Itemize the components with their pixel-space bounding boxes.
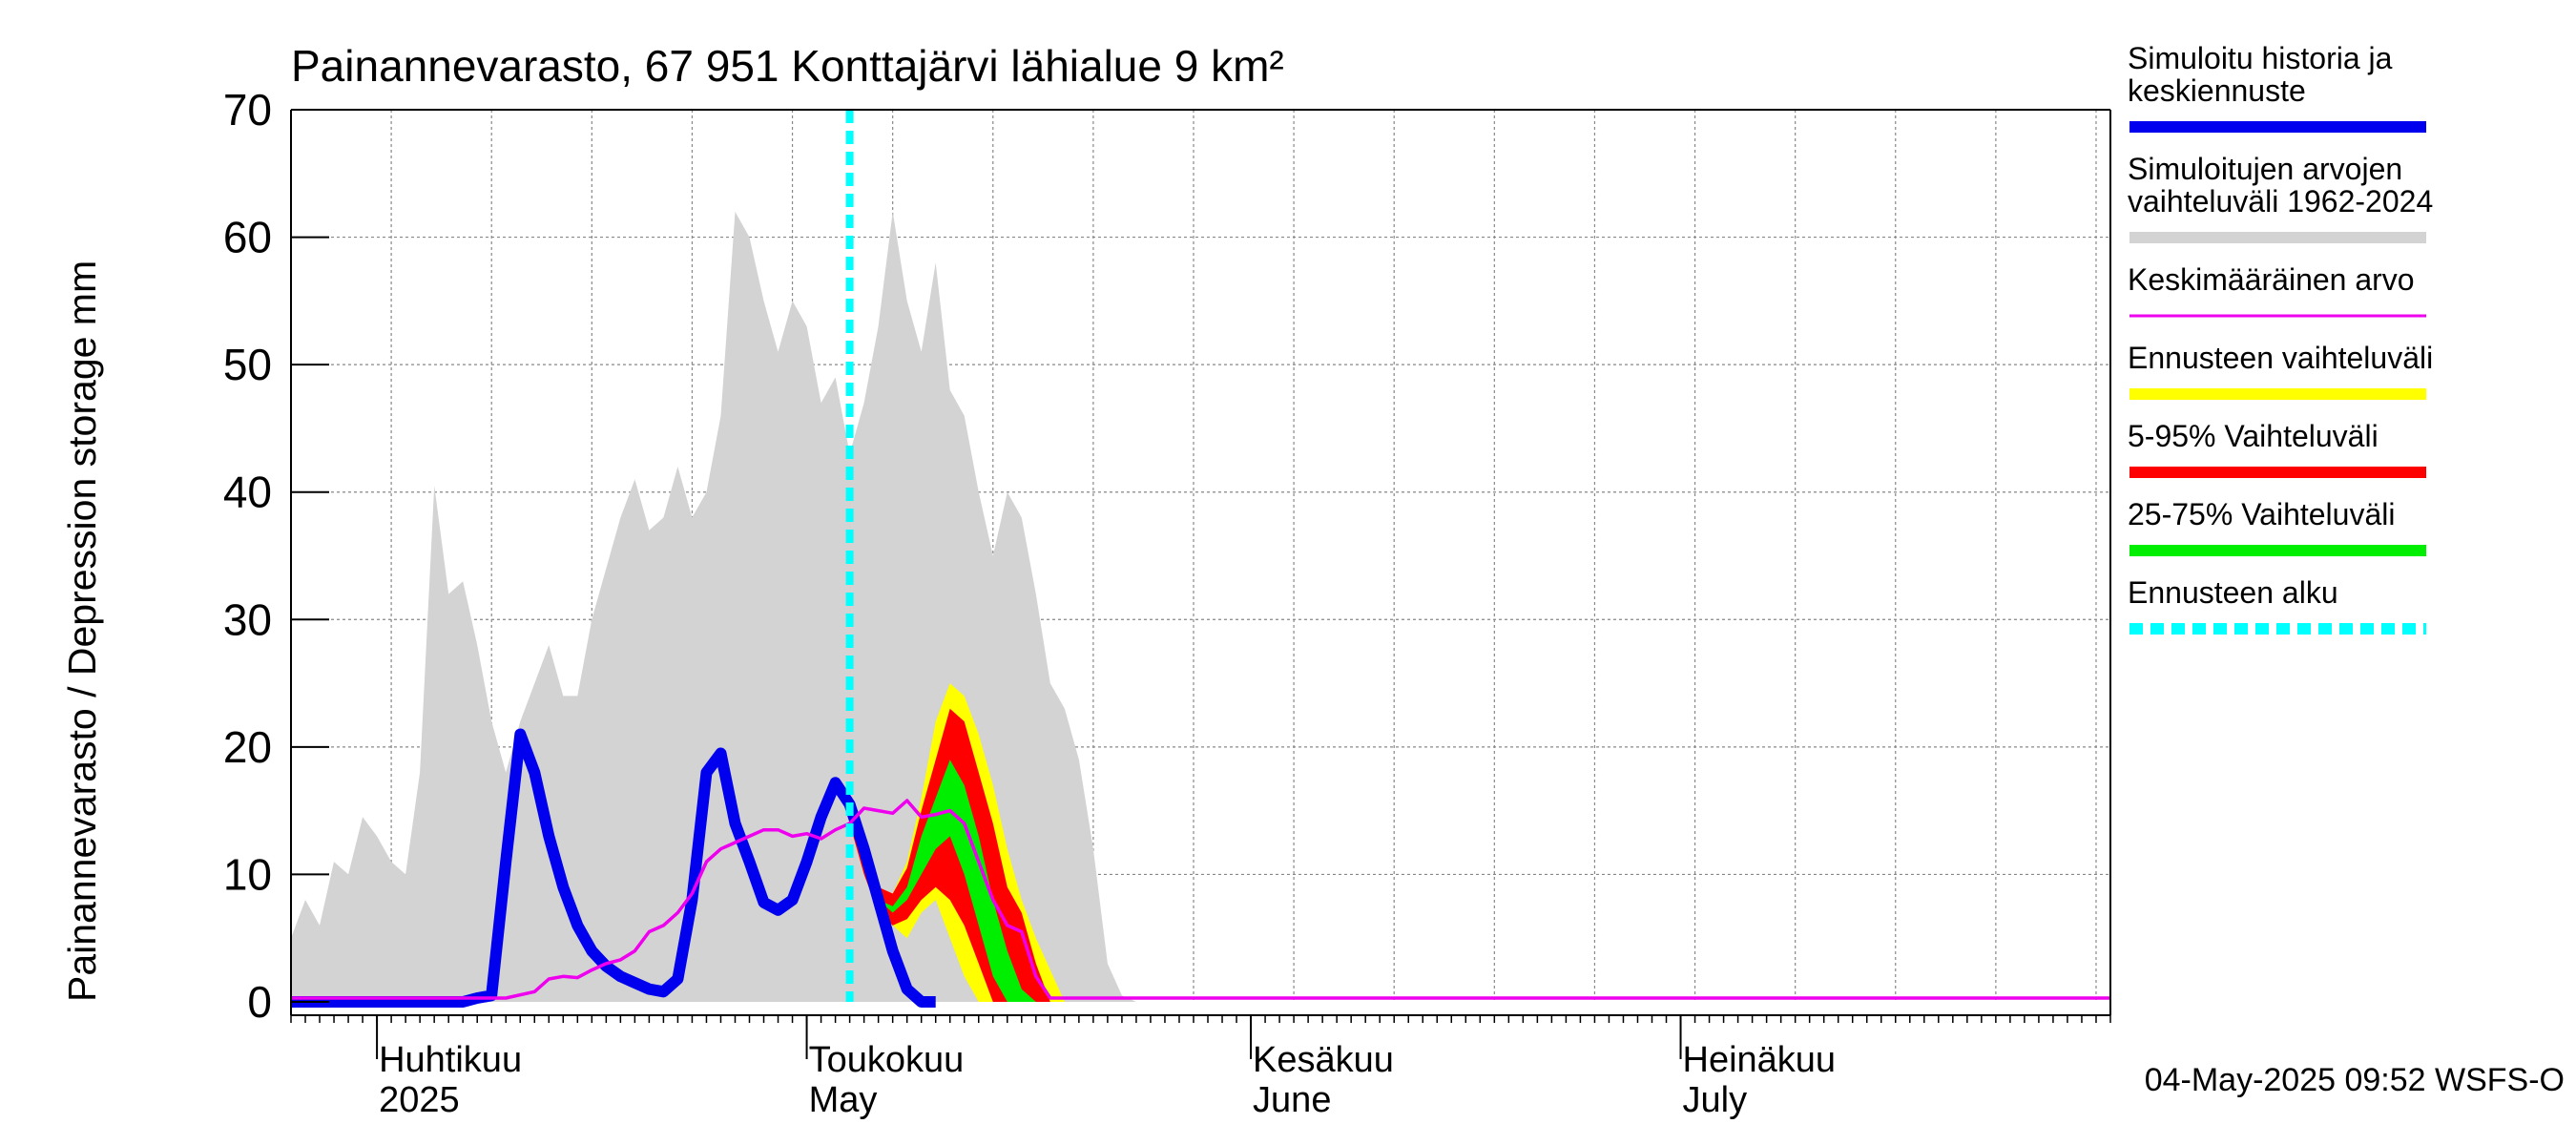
y-tick-label: 60 bbox=[223, 213, 272, 262]
legend-label: Keskimääräinen arvo bbox=[2128, 262, 2415, 297]
x-month-label: Kesäkuu bbox=[1253, 1040, 1394, 1080]
y-axis-label: Painannevarasto / Depression storage mm bbox=[60, 260, 104, 1002]
y-tick-label: 70 bbox=[223, 85, 272, 135]
y-tick-label: 0 bbox=[247, 977, 272, 1027]
legend-label: 25-75% Vaihteluväli bbox=[2128, 497, 2395, 531]
historical-range-area bbox=[291, 211, 2110, 1002]
legend-label: Simuloitujen arvojen bbox=[2128, 152, 2402, 186]
y-tick-label: 20 bbox=[223, 722, 272, 772]
series-lines-layer bbox=[291, 110, 2110, 1008]
historical-range-layer bbox=[291, 211, 2110, 1002]
y-tick-label: 30 bbox=[223, 594, 272, 644]
legend-label: Simuloitu historia ja bbox=[2128, 41, 2393, 75]
x-month-sublabel: June bbox=[1253, 1080, 1331, 1120]
forecast-range-layer bbox=[849, 683, 1065, 1002]
legend-label: 5-95% Vaihteluväli bbox=[2128, 419, 2379, 453]
y-tick-label: 40 bbox=[223, 468, 272, 517]
chart-title: Painannevarasto, 67 951 Konttajärvi lähi… bbox=[291, 41, 1284, 91]
legend-label: vaihteluväli 1962-2024 bbox=[2128, 184, 2433, 219]
y-tick-label: 50 bbox=[223, 340, 272, 389]
legend-label: Ennusteen vaihteluväli bbox=[2128, 341, 2433, 375]
x-month-label: Huhtikuu bbox=[379, 1040, 522, 1080]
p25-75-range-area bbox=[849, 760, 1036, 1002]
x-month-sublabel: May bbox=[809, 1080, 878, 1120]
x-month-label: Heinäkuu bbox=[1683, 1040, 1837, 1080]
legend-label: keskiennuste bbox=[2128, 73, 2306, 108]
x-month-label: Toukokuu bbox=[809, 1040, 965, 1080]
mean-value-line bbox=[291, 799, 2110, 1000]
x-month-sublabel: 2025 bbox=[379, 1080, 460, 1120]
legend-label: Ennusteen alku bbox=[2128, 575, 2338, 610]
x-month-sublabel: July bbox=[1683, 1080, 1748, 1120]
footer-timestamp: 04-May-2025 09:52 WSFS-O bbox=[2145, 1062, 2565, 1098]
y-tick-label: 10 bbox=[223, 849, 272, 899]
